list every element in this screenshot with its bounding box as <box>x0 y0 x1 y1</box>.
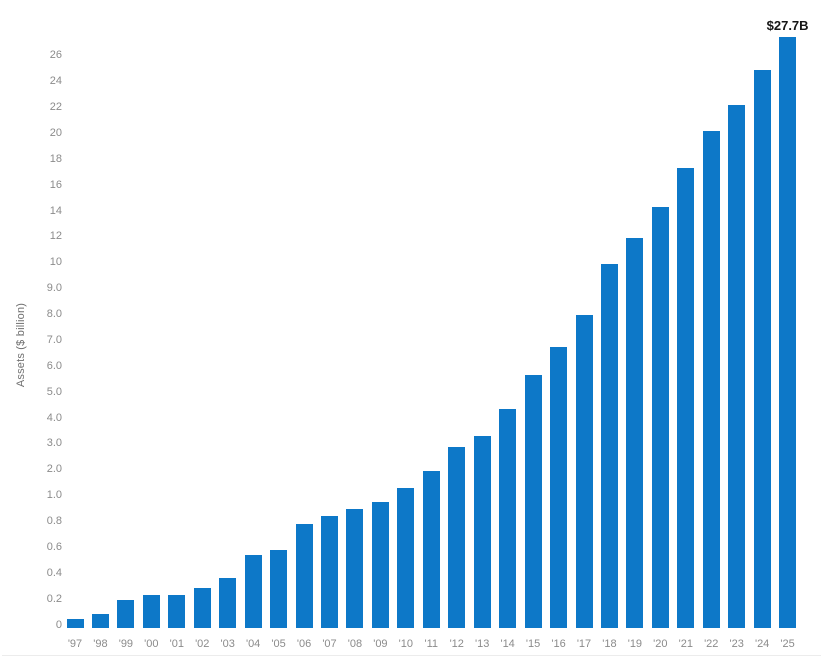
x-tick-label: '07 <box>322 638 337 650</box>
x-tick-label: '22 <box>704 638 719 650</box>
y-tick-label: 10 <box>49 256 62 269</box>
bar <box>550 346 568 629</box>
y-tick-label: 18 <box>49 152 62 165</box>
y-tick-label: 20 <box>49 126 62 139</box>
bottom-divider <box>2 655 821 656</box>
x-tick-label: '03 <box>220 638 235 650</box>
x-tick-label: '08 <box>347 638 363 650</box>
x-tick-label: '99 <box>118 638 134 650</box>
y-tick-label: 16 <box>49 178 62 191</box>
bar <box>626 237 644 629</box>
bar <box>677 168 695 629</box>
bar <box>651 206 669 629</box>
y-tick-label: 2.0 <box>46 463 62 476</box>
y-tick-label: 24 <box>49 75 62 88</box>
x-tick-label: '17 <box>576 638 592 650</box>
bar <box>422 470 440 629</box>
x-tick-label: '19 <box>627 638 643 650</box>
bar <box>219 578 237 629</box>
y-tick-label: 0.2 <box>46 592 62 605</box>
bar <box>117 600 135 629</box>
bar <box>66 619 84 629</box>
y-tick-label: 9.0 <box>46 282 62 295</box>
y-tick-label: 5.0 <box>46 385 62 398</box>
bar <box>728 104 746 629</box>
y-tick-label: 3.0 <box>46 437 62 450</box>
x-tick-label: '15 <box>525 638 541 650</box>
x-tick-label: '13 <box>475 638 490 650</box>
bar <box>600 263 618 629</box>
y-tick-label: 1.0 <box>46 489 62 502</box>
y-tick-label: 4.0 <box>46 411 62 424</box>
x-tick-label: '06 <box>296 638 312 650</box>
bar <box>244 554 262 629</box>
x-tick-label: '09 <box>373 638 388 650</box>
y-tick-label: 26 <box>49 49 62 62</box>
x-tick-label: '23 <box>729 638 744 650</box>
bar <box>702 130 720 629</box>
x-tick-label: '25 <box>780 638 795 650</box>
x-tick-label: '21 <box>678 638 693 650</box>
bar <box>524 374 542 629</box>
bar <box>270 549 288 629</box>
x-tick-label: '02 <box>195 638 210 650</box>
x-tick-label: '01 <box>169 638 184 650</box>
bar <box>321 515 338 629</box>
y-tick-label: 7.0 <box>46 333 62 346</box>
x-tick-label: '11 <box>424 638 439 650</box>
y-tick-label: 6.0 <box>46 359 62 372</box>
y-tick-label: 22 <box>49 101 62 114</box>
x-tick-label: '24 <box>754 638 770 650</box>
peak-value-label: $27.7B <box>766 18 809 34</box>
x-tick-label: '04 <box>245 638 261 650</box>
bar <box>575 315 593 629</box>
y-tick-label: 14 <box>49 204 62 217</box>
x-tick-label: '00 <box>144 638 159 650</box>
x-tick-label: '05 <box>271 638 286 650</box>
bar <box>397 487 415 629</box>
bar <box>193 588 211 629</box>
bar <box>753 69 771 629</box>
x-tick-label: '20 <box>653 638 668 650</box>
y-tick-label: 8.0 <box>46 308 62 321</box>
y-tick-label: 0.6 <box>46 540 62 553</box>
y-tick-label: 0.4 <box>46 566 62 579</box>
x-tick-label: '97 <box>67 638 83 650</box>
x-tick-label: '16 <box>551 638 566 650</box>
bar <box>346 509 364 629</box>
bar <box>473 435 491 629</box>
bar <box>448 447 466 629</box>
bar <box>779 37 797 629</box>
bar <box>168 594 186 629</box>
x-tick-label: '14 <box>500 638 515 650</box>
y-tick-label: 0 <box>55 618 62 631</box>
x-tick-label: '98 <box>93 638 108 650</box>
bar <box>371 501 389 629</box>
x-tick-label: '10 <box>398 638 414 650</box>
bar <box>91 614 109 629</box>
bar <box>499 408 517 629</box>
x-tick-label: '12 <box>449 638 464 650</box>
bar <box>142 594 160 629</box>
y-tick-label: 0.8 <box>46 515 62 528</box>
bar <box>295 523 313 629</box>
x-tick-label: '18 <box>602 638 617 650</box>
y-tick-label: 12 <box>49 230 62 243</box>
